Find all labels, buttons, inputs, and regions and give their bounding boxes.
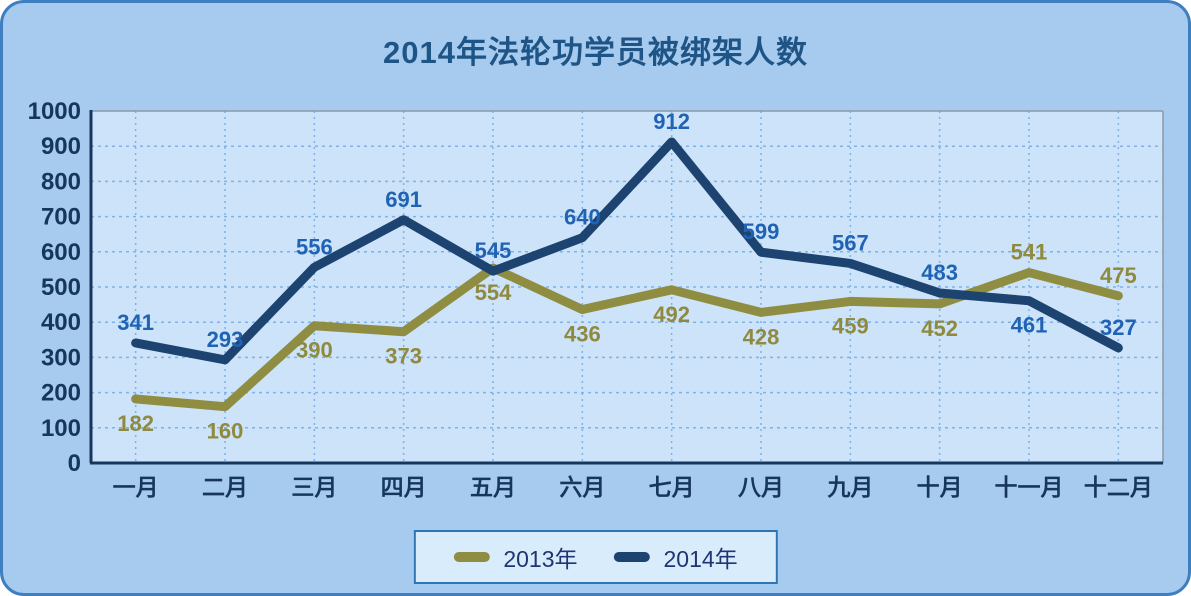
y-tick-label: 200 (41, 380, 81, 407)
x-tick-label: 十二月 (1084, 474, 1153, 500)
x-tick-label: 十一月 (995, 474, 1064, 500)
data-label-0: 373 (385, 344, 422, 369)
legend: 2013年 2014年 (413, 530, 778, 584)
data-label-0: 554 (475, 280, 512, 305)
y-tick-label: 700 (41, 204, 81, 231)
data-label-0: 428 (743, 324, 780, 349)
data-label-1: 327 (1100, 315, 1137, 340)
x-tick-label: 四月 (381, 474, 427, 500)
x-tick-label: 十月 (917, 474, 963, 500)
data-label-1: 567 (832, 230, 869, 255)
y-tick-label: 500 (41, 274, 81, 301)
chart-title: 2014年法轮功学员被绑架人数 (383, 35, 808, 70)
legend-item-2014: 2014年 (613, 540, 738, 574)
legend-marker-2014 (613, 552, 650, 562)
data-label-1: 640 (564, 205, 601, 230)
data-label-0: 452 (921, 316, 958, 341)
x-tick-label: 三月 (291, 474, 337, 500)
x-tick-label: 七月 (649, 474, 695, 500)
data-label-1: 912 (653, 109, 690, 134)
data-label-0: 390 (296, 338, 333, 363)
data-label-1: 461 (1011, 313, 1048, 338)
data-label-0: 541 (1011, 240, 1048, 265)
data-label-0: 475 (1100, 263, 1137, 288)
data-label-0: 160 (207, 419, 244, 444)
data-label-1: 483 (921, 260, 958, 285)
x-tick-label: 八月 (738, 474, 784, 500)
data-label-0: 459 (832, 313, 869, 338)
x-tick-label: 九月 (826, 474, 873, 500)
legend-item-2013: 2013年 (453, 540, 578, 574)
x-tick-label: 六月 (559, 474, 605, 500)
y-tick-label: 1000 (28, 98, 81, 125)
y-tick-label: 900 (41, 133, 81, 160)
data-label-1: 545 (475, 238, 512, 263)
x-tick-label: 二月 (202, 474, 248, 500)
x-tick-label: 五月 (470, 474, 516, 500)
legend-marker-2013 (453, 552, 490, 562)
y-tick-label: 0 (68, 450, 81, 477)
legend-label-2014: 2014年 (663, 546, 738, 572)
data-label-0: 182 (117, 411, 154, 436)
x-tick-label: 一月 (113, 474, 159, 500)
data-label-0: 436 (564, 322, 601, 347)
y-tick-label: 400 (41, 309, 81, 336)
data-label-1: 293 (207, 327, 244, 352)
data-label-1: 599 (743, 219, 780, 244)
data-label-1: 691 (385, 187, 422, 212)
y-tick-label: 800 (41, 168, 81, 195)
data-label-1: 341 (117, 310, 154, 335)
y-tick-label: 300 (41, 344, 81, 371)
series-line-1 (131, 137, 1123, 365)
data-label-1: 556 (296, 234, 333, 259)
y-tick-label: 100 (41, 415, 81, 442)
data-label-0: 492 (653, 302, 690, 327)
legend-label-2013: 2013年 (503, 546, 578, 572)
y-tick-label: 600 (41, 239, 81, 266)
line-chart: 0 100 200 300 400 500 600 700 800 900 1000 一月 二月 三月 四月… (28, 98, 1164, 500)
